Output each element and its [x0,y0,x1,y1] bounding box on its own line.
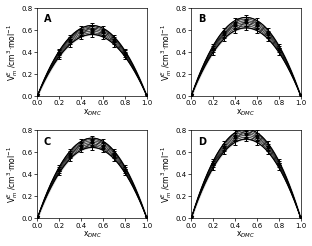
Text: D: D [198,137,206,147]
X-axis label: x$_{DMC}$: x$_{DMC}$ [83,230,102,240]
X-axis label: x$_{DMC}$: x$_{DMC}$ [83,108,102,118]
Y-axis label: V$_m^E$ /cm$^3$·mol$^{-1}$: V$_m^E$ /cm$^3$·mol$^{-1}$ [6,23,21,81]
Text: C: C [44,137,51,147]
Text: A: A [44,14,51,24]
Y-axis label: V$_m^E$ /cm$^3$·mol$^{-1}$: V$_m^E$ /cm$^3$·mol$^{-1}$ [159,146,174,203]
Y-axis label: V$_m^E$ /cm$^3$·mol$^{-1}$: V$_m^E$ /cm$^3$·mol$^{-1}$ [6,146,21,203]
X-axis label: x$_{DMC}$: x$_{DMC}$ [236,230,256,240]
Text: B: B [198,14,205,24]
Y-axis label: V$_m^E$ /cm$^3$·mol$^{-1}$: V$_m^E$ /cm$^3$·mol$^{-1}$ [159,23,174,81]
X-axis label: x$_{DMC}$: x$_{DMC}$ [236,108,256,118]
